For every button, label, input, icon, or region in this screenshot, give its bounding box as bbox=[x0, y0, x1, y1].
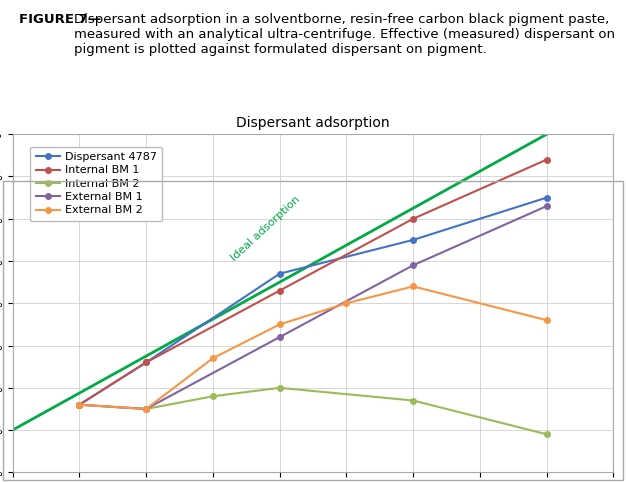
Text: FIGURE 7—: FIGURE 7— bbox=[19, 13, 101, 27]
Internal BM 1 bbox=[543, 157, 550, 162]
Text: Ideal adsorption: Ideal adsorption bbox=[229, 194, 302, 263]
Internal BM 2 bbox=[543, 431, 550, 437]
External BM 1 bbox=[276, 334, 284, 340]
External BM 2 bbox=[142, 406, 150, 412]
Dispersant 4787 bbox=[76, 402, 83, 408]
Line: External BM 2: External BM 2 bbox=[76, 283, 550, 412]
External BM 1 bbox=[142, 406, 150, 412]
Internal BM 2 bbox=[76, 402, 83, 408]
External BM 1 bbox=[543, 203, 550, 209]
Internal BM 2 bbox=[276, 385, 284, 391]
External BM 2 bbox=[342, 300, 350, 306]
External BM 2 bbox=[543, 317, 550, 323]
Dispersant 4787 bbox=[142, 360, 150, 365]
Line: External BM 1: External BM 1 bbox=[76, 203, 550, 412]
Internal BM 2 bbox=[142, 406, 150, 412]
Dispersant 4787 bbox=[409, 237, 417, 243]
Line: Internal BM 1: Internal BM 1 bbox=[76, 157, 550, 407]
External BM 2 bbox=[76, 402, 83, 408]
External BM 1 bbox=[409, 262, 417, 268]
Internal BM 2 bbox=[209, 393, 217, 399]
Internal BM 1 bbox=[276, 288, 284, 294]
External BM 1 bbox=[76, 402, 83, 408]
External BM 2 bbox=[409, 283, 417, 289]
Internal BM 1 bbox=[142, 360, 150, 365]
External BM 2 bbox=[209, 355, 217, 361]
Title: Dispersant adsorption: Dispersant adsorption bbox=[236, 116, 390, 130]
Dispersant 4787 bbox=[543, 195, 550, 201]
Line: Internal BM 2: Internal BM 2 bbox=[76, 385, 550, 437]
Internal BM 2 bbox=[409, 398, 417, 403]
Line: Dispersant 4787: Dispersant 4787 bbox=[76, 195, 550, 407]
Legend: Dispersant 4787, Internal BM 1, Internal BM 2, External BM 1, External BM 2: Dispersant 4787, Internal BM 1, Internal… bbox=[30, 147, 162, 221]
Internal BM 1 bbox=[76, 402, 83, 408]
Dispersant 4787 bbox=[276, 271, 284, 277]
Text: Dispersant adsorption in a solventborne, resin-free carbon black pigment paste, : Dispersant adsorption in a solventborne,… bbox=[74, 13, 615, 56]
External BM 2 bbox=[276, 321, 284, 327]
Internal BM 1 bbox=[409, 216, 417, 222]
